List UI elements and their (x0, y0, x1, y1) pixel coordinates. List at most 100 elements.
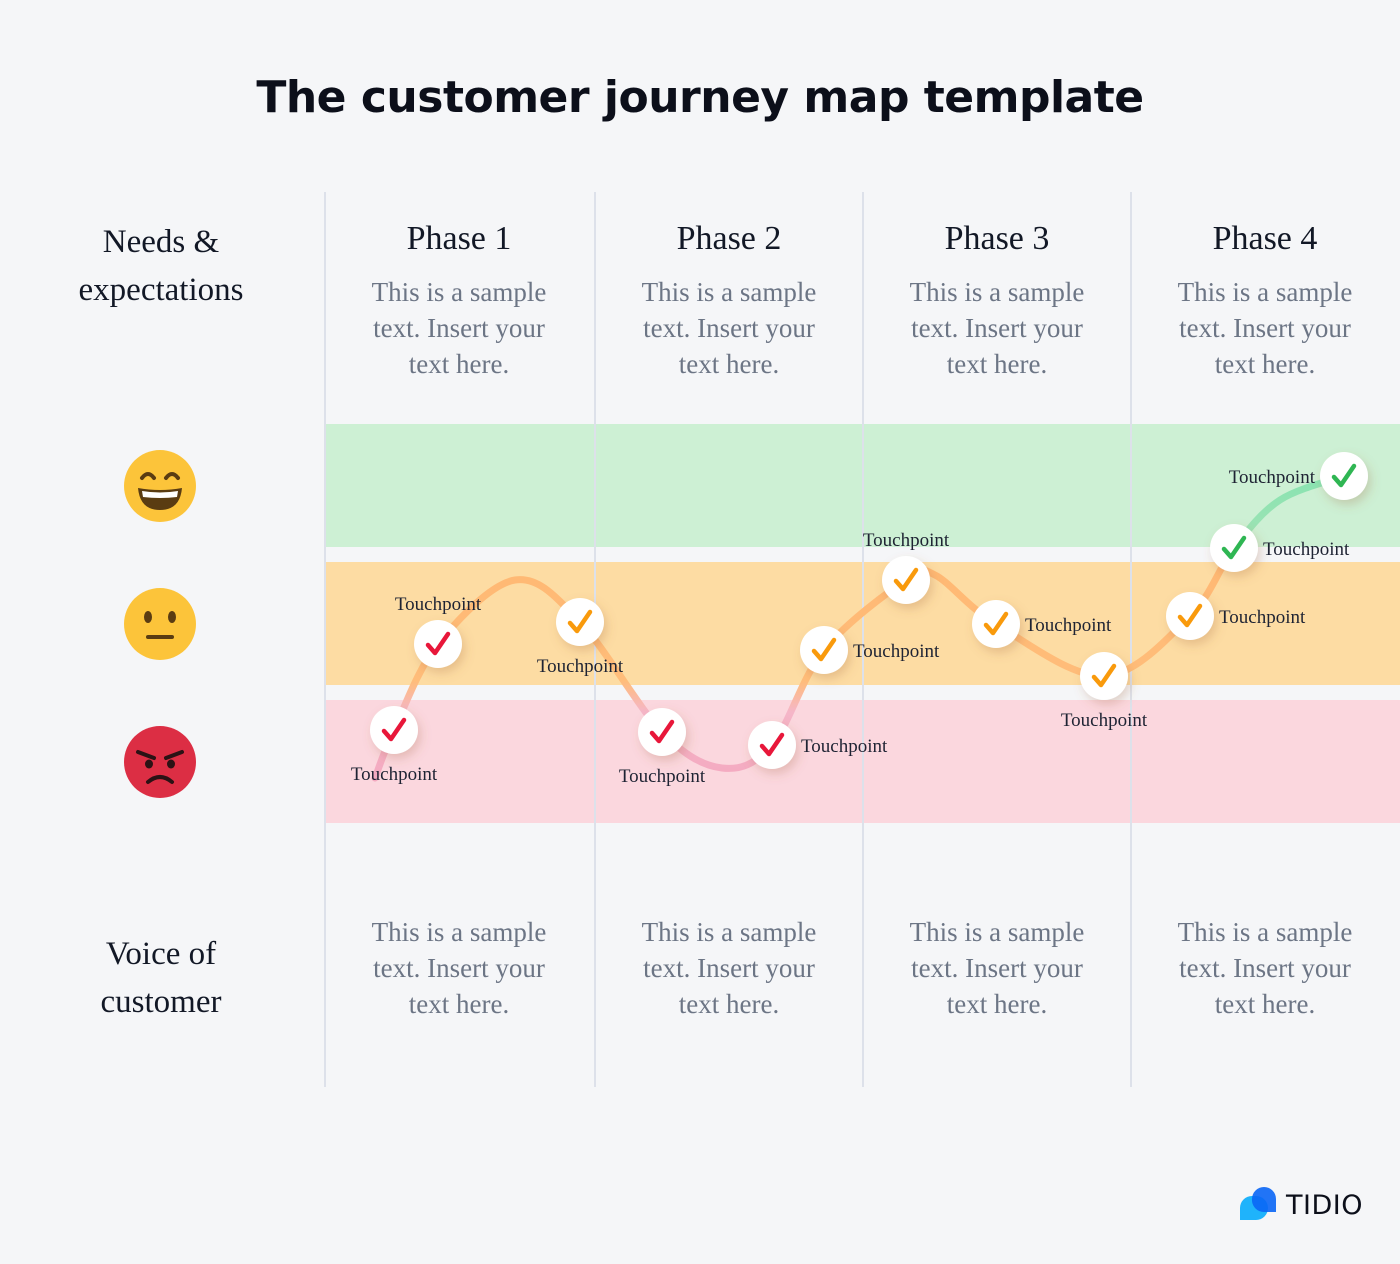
text-line: text. Insert your (373, 313, 545, 343)
checkmark-icon (811, 637, 837, 662)
checkmark-icon (1221, 535, 1247, 560)
angry-face-icon (124, 726, 196, 798)
needs-expectations-label: Needs & expectations (0, 218, 322, 314)
column-divider (1130, 192, 1132, 1087)
text-line: text. Insert your (643, 313, 815, 343)
phase-column-2: Phase 2 This is a sample text. Insert your… (595, 220, 863, 382)
text-line: text here. (408, 349, 510, 379)
phase-voice-text: This is a sample text. Insert your text he… (863, 914, 1131, 1022)
touchpoint-label: Touchpoint (853, 641, 940, 662)
label-line: customer (100, 984, 222, 1020)
phase-needs-text: This is a sample text. Insert your text he… (595, 274, 863, 382)
touchpoint[interactable]: Touchpoint (972, 600, 1112, 648)
phase-voice-text: This is a sample text. Insert your text he… (1131, 914, 1399, 1022)
phase-title: Phase 1 (406, 220, 512, 257)
touchpoint-marker[interactable] (370, 706, 418, 754)
touchpoint[interactable]: Touchpoint (800, 626, 940, 674)
touchpoint-marker[interactable] (1166, 592, 1214, 640)
touchpoint[interactable]: Touchpoint (1166, 592, 1306, 640)
label-line: Voice of (105, 936, 217, 972)
text-line: This is a sample (1177, 917, 1353, 947)
checkmark-icon (1331, 463, 1357, 488)
label-line: expectations (78, 272, 244, 308)
text-line: This is a sample (371, 277, 547, 307)
phase-title: Phase 2 (676, 220, 782, 257)
touchpoint[interactable]: Touchpoint (619, 708, 706, 787)
text-line: text. Insert your (643, 953, 815, 983)
phase-column-4: Phase 4 This is a sample text. Insert your… (1131, 220, 1399, 382)
text-line: text. Insert your (373, 953, 545, 983)
touchpoint[interactable]: Touchpoint (863, 530, 950, 604)
touchpoint-label: Touchpoint (1263, 539, 1350, 560)
text-line: text here. (678, 989, 780, 1019)
phase-voice-text: This is a sample text. Insert your text he… (595, 914, 863, 1022)
page-title: The customer journey map template (256, 72, 1144, 123)
checkmark-icon (1091, 663, 1117, 688)
touchpoint-label: Touchpoint (1061, 710, 1148, 731)
touchpoint-marker[interactable] (972, 600, 1020, 648)
text-line: text. Insert your (1179, 313, 1351, 343)
text-line: text here. (946, 349, 1048, 379)
text-line: text here. (678, 349, 780, 379)
touchpoint-label: Touchpoint (395, 594, 482, 615)
voice-of-customer-label: Voice of customer (0, 930, 322, 1026)
text-line: This is a sample (1177, 277, 1353, 307)
checkmark-icon (893, 567, 919, 592)
neutral-face-icon (124, 588, 196, 660)
touchpoint-marker[interactable] (638, 708, 686, 756)
touchpoint[interactable]: Touchpoint (351, 706, 438, 785)
brand-name: TIDIO (1286, 1189, 1363, 1221)
touchpoint-label: Touchpoint (1219, 607, 1306, 628)
text-line: text here. (1214, 989, 1316, 1019)
touchpoint-marker[interactable] (1210, 524, 1258, 572)
touchpoint[interactable]: Touchpoint (748, 721, 888, 769)
text-line: text here. (1214, 349, 1316, 379)
touchpoint[interactable]: Touchpoint (1229, 452, 1368, 500)
checkmark-icon (381, 717, 407, 742)
label-line: Needs & (102, 224, 220, 260)
tidio-chat-bubble-logo (1240, 1187, 1276, 1222)
touchpoint-label: Touchpoint (1025, 615, 1112, 636)
touchpoint-marker[interactable] (1320, 452, 1368, 500)
text-line: This is a sample (641, 277, 817, 307)
phase-title: Phase 4 (1212, 220, 1318, 257)
touchpoint[interactable]: Touchpoint (537, 598, 624, 677)
checkmark-icon (759, 732, 785, 757)
touchpoint-label: Touchpoint (863, 530, 950, 551)
text-line: text. Insert your (911, 313, 1083, 343)
phase-needs-text: This is a sample text. Insert your text he… (1131, 274, 1399, 382)
touchpoint-label: Touchpoint (619, 766, 706, 787)
touchpoint[interactable]: Touchpoint (1061, 652, 1148, 731)
grinning-face-icon (124, 450, 196, 522)
text-line: This is a sample (641, 917, 817, 947)
phase-needs-text: This is a sample text. Insert your text he… (863, 274, 1131, 382)
text-line: This is a sample (909, 917, 1085, 947)
phase-voice-text: This is a sample text. Insert your text he… (325, 914, 593, 1022)
checkmark-icon (567, 609, 593, 634)
text-line: text here. (408, 989, 510, 1019)
touchpoint-marker[interactable] (556, 598, 604, 646)
text-line: text here. (946, 989, 1048, 1019)
touchpoint-label: Touchpoint (1229, 467, 1316, 488)
checkmark-icon (983, 611, 1009, 636)
checkmark-icon (425, 631, 451, 656)
text-line: This is a sample (909, 277, 1085, 307)
touchpoint-label: Touchpoint (537, 656, 624, 677)
touchpoint-label: Touchpoint (801, 736, 888, 757)
touchpoint-marker[interactable] (1080, 652, 1128, 700)
touchpoint-marker[interactable] (748, 721, 796, 769)
touchpoint[interactable]: Touchpoint (1210, 524, 1350, 572)
phase-column-1: Phase 1 This is a sample text. Insert your… (325, 220, 593, 382)
touchpoint-marker[interactable] (800, 626, 848, 674)
touchpoint-marker[interactable] (882, 556, 930, 604)
column-divider (324, 192, 326, 1087)
touchpoint-marker[interactable] (414, 620, 462, 668)
phase-column-3: Phase 3 This is a sample text. Insert your… (863, 220, 1131, 382)
text-line: text. Insert your (911, 953, 1083, 983)
touchpoint[interactable]: Touchpoint (395, 594, 482, 668)
phase-needs-text: This is a sample text. Insert your text he… (325, 274, 593, 382)
text-line: text. Insert your (1179, 953, 1351, 983)
checkmark-icon (1177, 603, 1203, 628)
column-divider (862, 192, 864, 1087)
